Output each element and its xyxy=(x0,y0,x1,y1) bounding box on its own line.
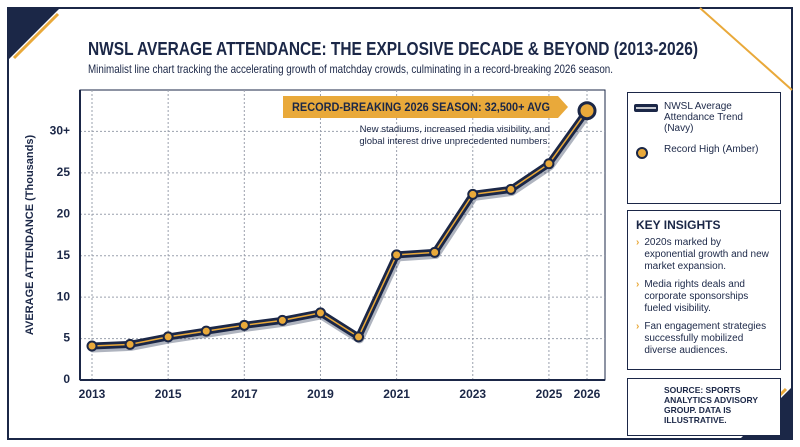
data-point xyxy=(353,331,365,343)
insight-item: › Media rights deals and corporate sponso… xyxy=(636,279,772,315)
data-point xyxy=(467,188,479,200)
data-point xyxy=(162,331,174,343)
insight-text: Fan engagement strategies successfully m… xyxy=(644,321,767,356)
bullet: › xyxy=(636,321,640,332)
series-line-shadow xyxy=(88,108,593,353)
y-tick-label: 20 xyxy=(57,206,71,220)
y-tick-label: 30+ xyxy=(50,124,70,138)
data-point xyxy=(391,249,403,261)
y-tick-label: 15 xyxy=(57,248,71,262)
x-tick-label: 2026 xyxy=(574,387,601,401)
x-tick-label: 2015 xyxy=(155,387,182,401)
series-line-inner xyxy=(91,110,588,347)
bullet: › xyxy=(636,279,640,290)
frame xyxy=(7,7,793,440)
y-tick-label: 0 xyxy=(63,372,70,386)
data-point xyxy=(276,314,288,326)
annotation-note: New stadiums, increased media visibility… xyxy=(359,124,550,147)
y-tick-label: 10 xyxy=(57,289,71,303)
legend-item: Record High (Amber) xyxy=(634,144,774,159)
annotation-banner xyxy=(283,96,568,118)
legend: NWSL Average Attendance Trend (Navy) Rec… xyxy=(627,92,781,204)
data-point xyxy=(505,183,517,195)
y-tick-label: 25 xyxy=(57,165,71,179)
x-tick-label: 2013 xyxy=(79,387,106,401)
legend-swatch xyxy=(636,147,648,159)
y-tick-label: 5 xyxy=(63,331,70,345)
insights-title: KEY INSIGHTS xyxy=(636,218,721,232)
corner-accent xyxy=(699,7,793,91)
x-tick-label: 2017 xyxy=(231,387,258,401)
annotation-title: RECORD-BREAKING 2026 SEASON: 32,500+ AVG xyxy=(292,100,550,114)
insights: KEY INSIGHTS › 2020s marked by exponentia… xyxy=(627,210,781,370)
y-axis-label: AVERAGE ATTENDANCE (Thousands) xyxy=(24,135,36,336)
legend-swatch xyxy=(634,104,658,112)
data-point xyxy=(200,325,212,337)
data-point xyxy=(124,338,136,350)
bullet: › xyxy=(636,237,640,248)
data-point xyxy=(543,158,555,170)
insight-text: 2020s marked by exponential growth and n… xyxy=(644,237,769,272)
x-tick-label: 2023 xyxy=(459,387,486,401)
corner xyxy=(8,8,60,60)
source-text: SOURCE: SPORTS ANALYTICS ADVISORY GROUP.… xyxy=(664,385,758,425)
x-tick-label: 2021 xyxy=(383,387,410,401)
legend-label: Record High (Amber) xyxy=(664,144,759,155)
data-point xyxy=(577,101,597,121)
insight-item: › 2020s marked by exponential growth and … xyxy=(636,237,772,273)
data-point xyxy=(86,340,98,352)
chart-subtitle: Minimalist line chart tracking the accel… xyxy=(88,62,613,76)
source: SOURCE: SPORTS ANALYTICS ADVISORY GROUP.… xyxy=(627,378,781,436)
data-point xyxy=(314,307,326,319)
chart-title: NWSL AVERAGE ATTENDANCE: THE EXPLOSIVE D… xyxy=(88,39,698,59)
x-tick-label: 2025 xyxy=(536,387,563,401)
insight-text: Media rights deals and corporate sponsor… xyxy=(644,279,749,314)
x-tick-label: 2019 xyxy=(307,387,334,401)
corner-accent xyxy=(12,12,60,60)
legend-item: NWSL Average Attendance Trend (Navy) xyxy=(634,101,774,134)
data-point xyxy=(429,246,441,258)
data-point xyxy=(238,319,250,331)
insight-item: › Fan engagement strategies successfully … xyxy=(636,321,772,357)
legend-label: NWSL Average Attendance Trend (Navy) xyxy=(664,101,743,134)
